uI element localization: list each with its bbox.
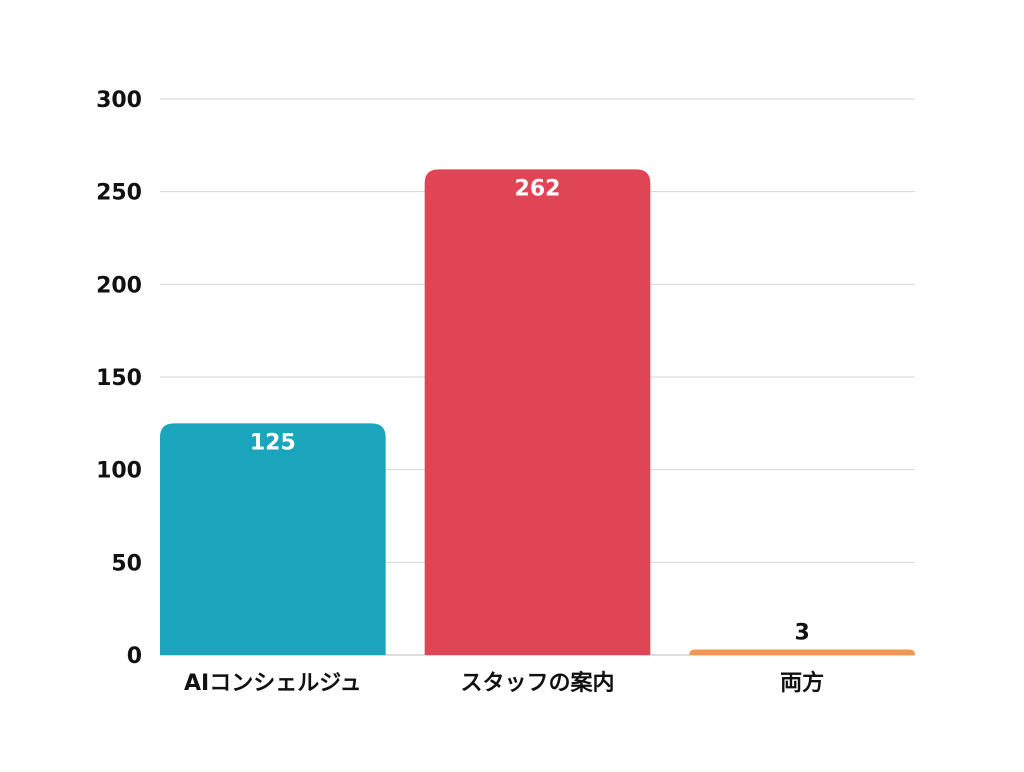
data-label: 262: [515, 176, 561, 201]
x-axis-ticks: AIコンシェルジュ スタッフの案内 両方: [184, 670, 824, 696]
y-tick-label: 150: [96, 366, 142, 391]
data-label: 3: [795, 620, 810, 645]
bar-3: [689, 649, 915, 655]
bars: [160, 169, 915, 655]
bar-1: [160, 423, 386, 655]
x-tick-label: AIコンシェルジュ: [184, 671, 362, 696]
x-tick-label: 両方: [780, 670, 824, 696]
y-tick-label: 0: [127, 644, 142, 669]
y-tick-label: 300: [96, 88, 142, 113]
y-tick-label: 200: [96, 273, 142, 298]
bar-2: [424, 169, 651, 655]
y-tick-label: 50: [111, 551, 142, 576]
data-labels: 125 262 3: [250, 176, 810, 645]
data-label: 125: [250, 430, 296, 455]
x-tick-label: スタッフの案内: [460, 670, 614, 696]
y-tick-label: 250: [96, 181, 142, 206]
y-axis-ticks: 0 50 100 150 200 250 300: [96, 88, 142, 669]
y-tick-label: 100: [96, 459, 142, 484]
